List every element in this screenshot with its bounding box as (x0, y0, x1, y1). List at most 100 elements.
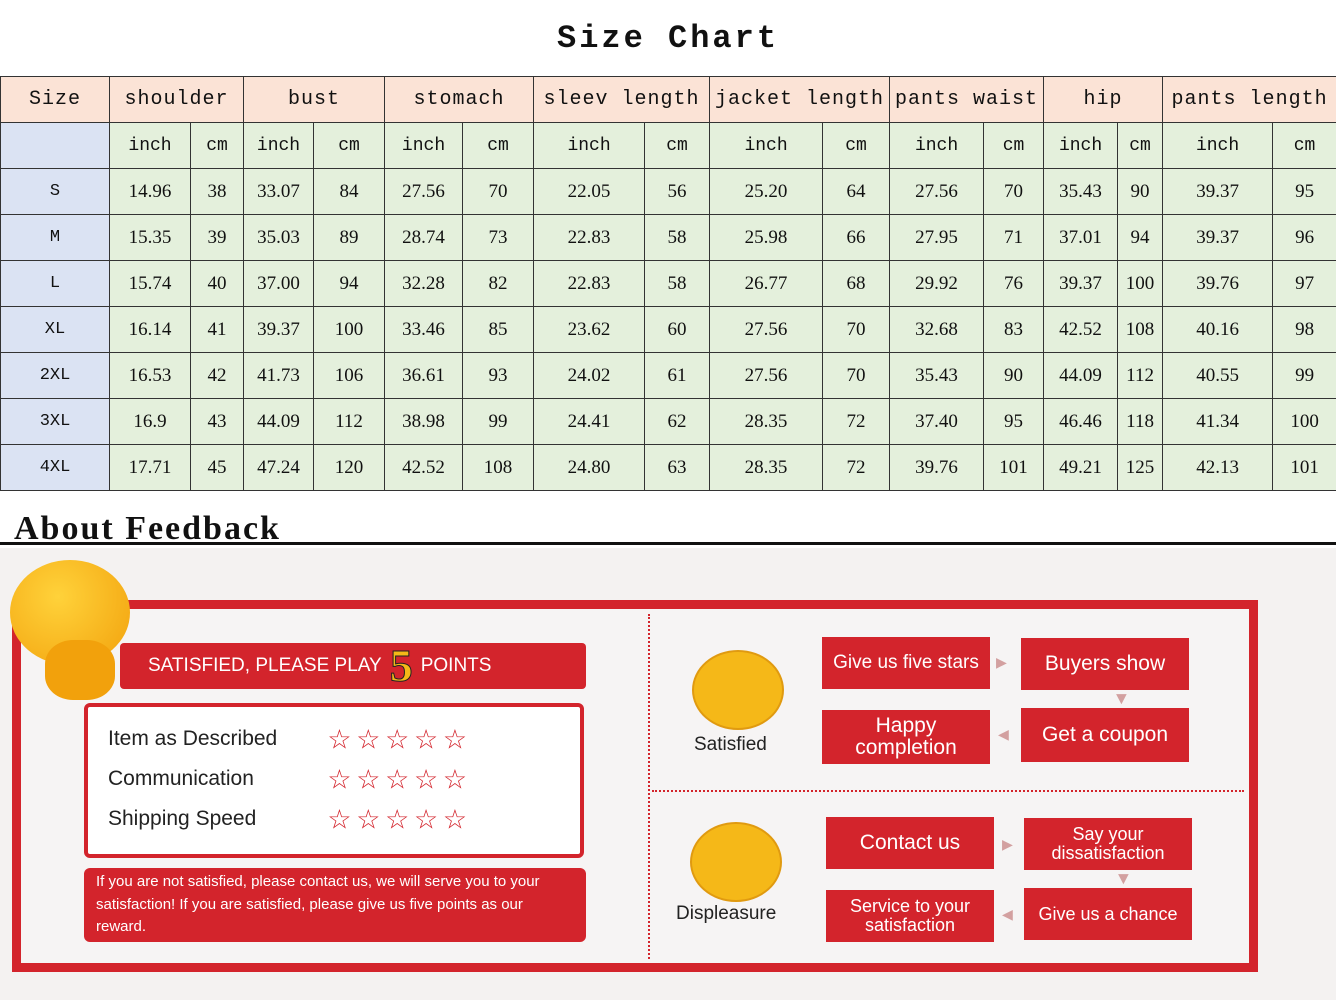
arrow-left-icon: ◀ (1002, 906, 1013, 926)
table-cell: 17.71 (109, 444, 191, 491)
table-cell: 70 (462, 168, 535, 215)
arrow-right-icon: ▶ (996, 654, 1007, 674)
column-header: shoulder (108, 76, 245, 123)
table-cell: 39.37 (1162, 168, 1274, 215)
table-cell: 108 (1117, 306, 1164, 353)
step-get-coupon: Get a coupon (1021, 708, 1189, 762)
table-cell: 41 (189, 306, 245, 353)
table-cell: 106 (313, 352, 386, 399)
star-rating-communication[interactable]: ☆☆☆☆☆ (328, 758, 473, 801)
table-row: 4XL 17.71 45 47.24 120 42.52 108 24.80 63 28.35 72… (0, 444, 1336, 491)
table-cell: 61 (644, 352, 711, 399)
unit-corner-cell (0, 122, 110, 169)
smiley-icon (692, 650, 784, 730)
table-cell: 24.80 (533, 444, 646, 491)
table-cell: 98 (1272, 306, 1336, 353)
table-cell: 25.98 (709, 214, 824, 261)
table-cell: 39.37 (1043, 260, 1119, 307)
table-cell: 120 (313, 444, 386, 491)
rating-label: Item as Described (108, 727, 278, 750)
table-cell: 16.9 (109, 398, 191, 445)
table-cell: 89 (313, 214, 386, 261)
step-contact-us: Contact us (826, 817, 994, 869)
table-cell: 40.55 (1162, 352, 1274, 399)
size-cell: 3XL (0, 398, 110, 445)
table-cell: 15.74 (109, 260, 191, 307)
table-cell: 28.35 (709, 398, 824, 445)
column-header: jacket length (709, 76, 891, 123)
table-row: S 14.96 38 33.07 84 27.56 70 22.05 56 25.20 64 27.5… (0, 168, 1336, 215)
table-cell: 49.21 (1043, 444, 1119, 491)
unit-header: cm (189, 122, 245, 169)
star-rating-item[interactable]: ☆☆☆☆☆ (328, 718, 473, 761)
table-cell: 35.03 (243, 214, 315, 261)
table-row: L 15.74 40 37.00 94 32.28 82 22.83 58 26.77 68 29.9… (0, 260, 1336, 307)
table-cell: 99 (462, 398, 535, 445)
table-cell: 100 (313, 306, 386, 353)
table-cell: 22.83 (533, 260, 646, 307)
note-text: If you are not satisfied, please contact… (96, 873, 540, 936)
table-cell: 29.92 (889, 260, 985, 307)
column-header: hip (1043, 76, 1164, 123)
table-cell: 97 (1272, 260, 1336, 307)
size-cell: 2XL (0, 352, 110, 399)
banner-points: POINTS (420, 655, 492, 677)
column-header: sleev length (533, 76, 711, 123)
table-cell: 40 (189, 260, 245, 307)
step-happy-completion: Happy completion (822, 710, 990, 764)
table-cell: 112 (1117, 352, 1164, 399)
arrow-right-icon: ▶ (1002, 836, 1013, 856)
table-cell: 38.98 (384, 398, 464, 445)
table-cell: 94 (1117, 214, 1164, 261)
arrow-down-icon: ▼ (1116, 690, 1127, 710)
unit-header: inch (1043, 122, 1119, 169)
star-rating-shipping[interactable]: ☆☆☆☆☆ (328, 798, 473, 841)
table-cell: 118 (1117, 398, 1164, 445)
arrow-down-icon: ▼ (1118, 870, 1129, 890)
table-cell: 66 (822, 214, 891, 261)
table-cell: 95 (983, 398, 1045, 445)
table-cell: 99 (1272, 352, 1336, 399)
step-give-five-stars: Give us five stars (822, 637, 990, 689)
table-cell: 27.56 (384, 168, 464, 215)
table-cell: 39.76 (889, 444, 985, 491)
table-cell: 33.46 (384, 306, 464, 353)
table-cell: 72 (822, 444, 891, 491)
table-cell: 42.52 (384, 444, 464, 491)
table-cell: 40.16 (1162, 306, 1274, 353)
table-cell: 27.56 (889, 168, 985, 215)
column-header: stomach (384, 76, 535, 123)
table-cell: 46.46 (1043, 398, 1119, 445)
table-cell: 72 (822, 398, 891, 445)
five-badge: 5 (389, 639, 413, 691)
table-cell: 85 (462, 306, 535, 353)
table-cell: 68 (822, 260, 891, 307)
table-cell: 26.77 (709, 260, 824, 307)
table-cell: 38 (189, 168, 245, 215)
table-cell: 37.40 (889, 398, 985, 445)
table-cell: 27.56 (709, 306, 824, 353)
satisfied-label: Satisfied (694, 734, 767, 755)
column-header: bust (243, 76, 386, 123)
table-cell: 60 (644, 306, 711, 353)
table-cell: 24.41 (533, 398, 646, 445)
table-cell: 73 (462, 214, 535, 261)
table-cell: 96 (1272, 214, 1336, 261)
table-cell: 24.02 (533, 352, 646, 399)
table-cell: 32.28 (384, 260, 464, 307)
table-cell: 14.96 (109, 168, 191, 215)
note-box: If you are not satisfied, please contact… (84, 868, 586, 942)
unit-header: inch (889, 122, 985, 169)
table-cell: 37.00 (243, 260, 315, 307)
step-service-satisfaction: Service to your satisfaction (826, 890, 994, 942)
ratings-box: Item as Described ☆☆☆☆☆ Communication ☆☆… (84, 703, 584, 858)
table-cell: 70 (822, 352, 891, 399)
table-cell: 95 (1272, 168, 1336, 215)
table-cell: 42 (189, 352, 245, 399)
table-cell: 64 (822, 168, 891, 215)
table-cell: 101 (983, 444, 1045, 491)
divider (648, 614, 650, 959)
table-cell: 32.68 (889, 306, 985, 353)
unit-header: inch (709, 122, 824, 169)
table-cell: 100 (1117, 260, 1164, 307)
